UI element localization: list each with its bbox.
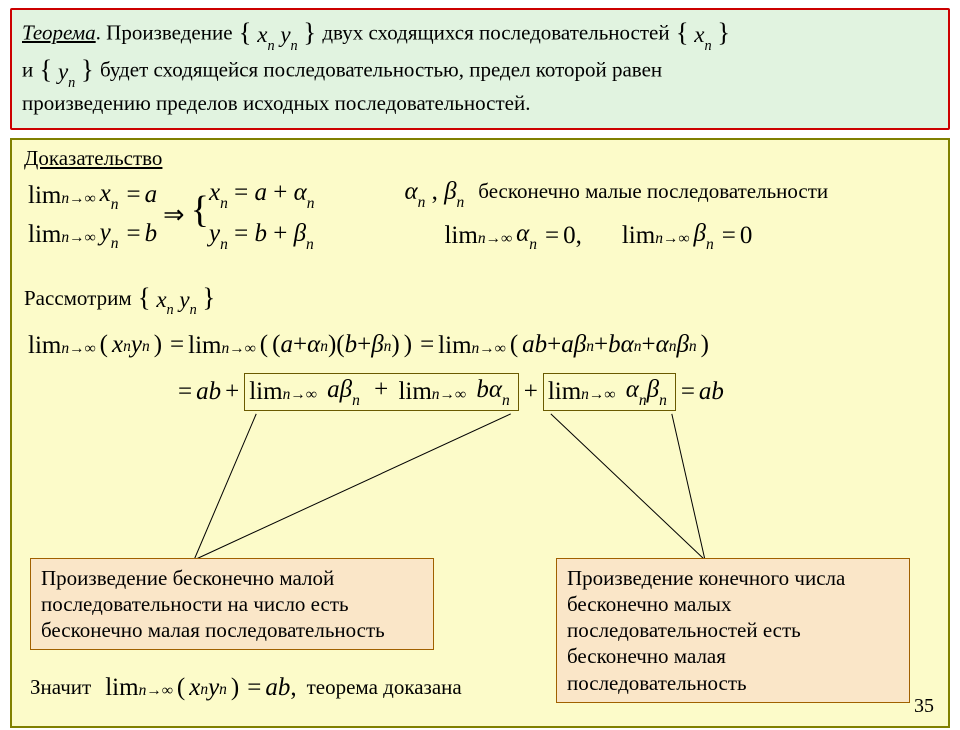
chain-line-2: = ab + limn→∞ aβn + limn→∞ bαn + limn→∞ … [174,373,940,411]
seq-yn: { yn } [39,53,95,90]
slide-page: Теорема. Произведение { xn yn } двух схо… [0,0,960,720]
chain-line-1: limn→∞ (xn yn) = limn→∞ (( a + αn )( b +… [28,331,940,359]
lim-premises: limn→∞ xn = a limn→∞ yn = b [28,178,157,252]
seq-xn: { xn } [675,16,731,53]
annotation-left: Произведение бесконечно малой последоват… [30,558,434,651]
proof-box: Доказательство limn→∞ xn = a limn→∞ yn =… [10,138,950,728]
boxed-term-1: limn→∞ aβn + limn→∞ bαn [244,373,519,411]
brace-icon: { [191,191,209,229]
boxed-term-2: limn→∞ αnβn [543,373,676,411]
seq-xnyn: { xn yn } [238,16,317,53]
page-number: 35 [914,695,934,718]
proof-title: Доказательство [24,146,940,171]
annotation-right: Произведение конечного числа бесконечно … [556,558,910,703]
theorem-text-2a: и [22,58,39,82]
theorem-text-1a: . Произведение [96,20,238,44]
theorem-text-1b: двух сходящихся последовательностей [317,20,675,44]
conclusion-row: Значит limn→∞ (xn yn) = ab, теорема дока… [30,674,462,702]
alpha-beta-block: αn , βn бесконечно малые последовательно… [404,178,828,252]
implies-arrow: ⇒ [163,200,184,230]
consider-row: Рассмотрим { xn yn } [24,283,940,318]
theorem-text-3: произведению пределов исходных последова… [22,91,530,115]
decomposition: xn = a + αn yn = b + βn [209,177,314,253]
theorem-box: Теорема. Произведение { xn yn } двух схо… [10,8,950,130]
inf-small-label: бесконечно малые последовательности [478,178,828,204]
theorem-text-2b: будет сходящейся последовательностью, пр… [95,58,662,82]
theorem-label: Теорема [22,20,96,44]
